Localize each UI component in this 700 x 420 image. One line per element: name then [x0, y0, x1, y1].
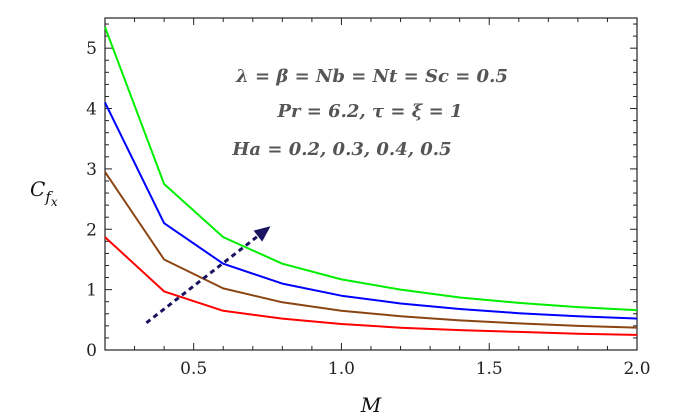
x-tick-label: 1.5 [476, 359, 503, 379]
series-line-1 [104, 236, 638, 336]
series-line-2 [104, 171, 638, 329]
trend-arrow [145, 226, 271, 325]
x-tick-label: 1.0 [328, 359, 355, 379]
y-tick-label: 2 [86, 220, 97, 240]
arrow-shaft [145, 234, 259, 325]
annotation-line-3: Ha = 0.2, 0.3, 0.4, 0.5 [231, 139, 451, 160]
series-line-3 [104, 102, 638, 320]
x-axis-title: M [360, 393, 382, 417]
series-line-4 [104, 26, 638, 312]
axis-ticks: 0.5 1.0 1.5 2.0 0 1 2 3 4 5 [86, 18, 651, 379]
arrow-head [253, 226, 271, 242]
y-tick-label: 0 [86, 341, 97, 361]
x-tick-label: 0.5 [180, 359, 207, 379]
y-tick-label: 1 [86, 281, 97, 301]
y-tick-label: 4 [86, 100, 97, 120]
x-tick-label: 2.0 [623, 359, 650, 379]
annotation-line-1: λ = β = Nb = Nt = Sc = 0.5 [235, 66, 508, 87]
y-axis-title: Cfx [30, 177, 58, 209]
y-tick-label: 3 [86, 160, 97, 180]
annotation-line-2: Pr = 6.2, τ = ξ = 1 [276, 101, 462, 122]
series-layer [104, 26, 638, 336]
y-tick-label: 5 [86, 39, 97, 59]
